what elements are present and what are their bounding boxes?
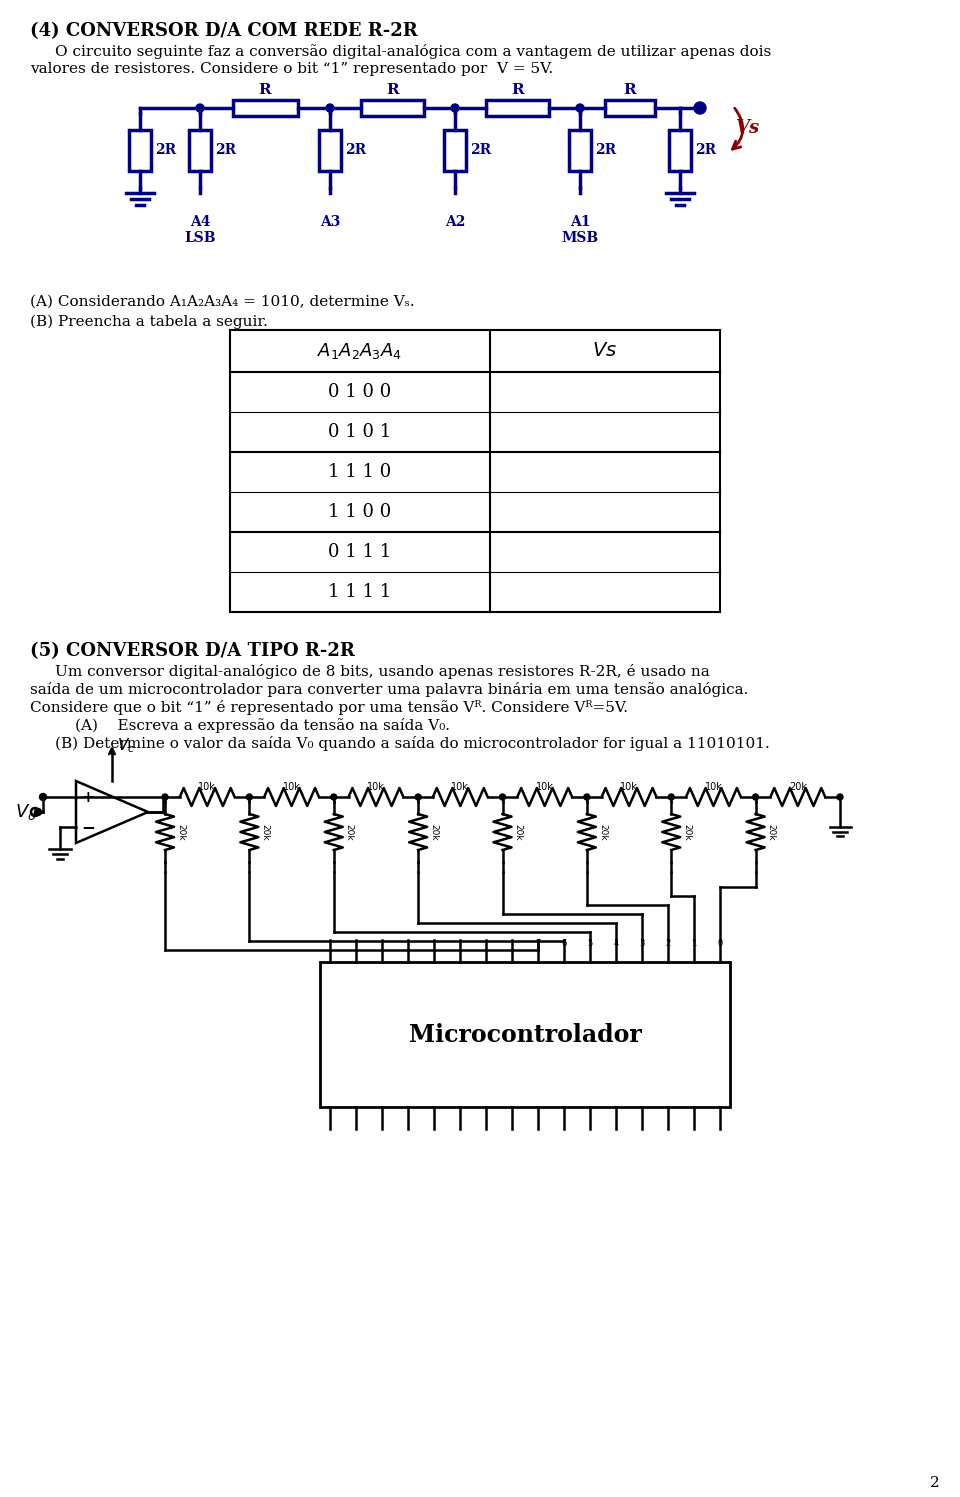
Bar bbox=[487, 100, 549, 115]
Text: 10k: 10k bbox=[451, 781, 469, 792]
Text: 20k: 20k bbox=[176, 823, 185, 840]
Text: LSB: LSB bbox=[184, 231, 216, 246]
Text: 2R: 2R bbox=[695, 144, 716, 157]
Text: (B) Determine o valor da saída V₀ quando a saída do microcontrolador for igual a: (B) Determine o valor da saída V₀ quando… bbox=[55, 737, 770, 751]
Text: 10k: 10k bbox=[282, 781, 300, 792]
Text: (4) CONVERSOR D/A COM REDE R-2R: (4) CONVERSOR D/A COM REDE R-2R bbox=[30, 22, 418, 40]
Bar bbox=[444, 130, 466, 171]
Bar bbox=[361, 100, 423, 115]
Text: 2: 2 bbox=[665, 939, 671, 948]
Text: $\it{Vs}$: $\it{Vs}$ bbox=[592, 341, 617, 359]
Text: A1: A1 bbox=[569, 216, 590, 229]
Text: MSB: MSB bbox=[562, 231, 599, 246]
Circle shape bbox=[499, 793, 506, 799]
Text: 10k: 10k bbox=[705, 781, 722, 792]
Text: $A_1A_2A_3A_4$: $A_1A_2A_3A_4$ bbox=[318, 341, 402, 361]
Text: 0 1 1 1: 0 1 1 1 bbox=[328, 543, 392, 561]
Text: A2: A2 bbox=[444, 216, 466, 229]
Text: 0: 0 bbox=[717, 939, 723, 948]
Text: Vs: Vs bbox=[735, 118, 759, 138]
Circle shape bbox=[576, 103, 584, 112]
Text: −: − bbox=[81, 817, 95, 835]
Bar bbox=[669, 130, 691, 171]
Text: A4: A4 bbox=[190, 216, 210, 229]
Text: 1: 1 bbox=[691, 939, 697, 948]
Bar bbox=[189, 130, 211, 171]
Text: $V_c$: $V_c$ bbox=[117, 737, 135, 756]
Text: 20k: 20k bbox=[260, 823, 270, 840]
Text: Um conversor digital-analógico de 8 bits, usando apenas resistores R-2R, é usado: Um conversor digital-analógico de 8 bits… bbox=[55, 665, 709, 680]
Text: 7: 7 bbox=[536, 939, 540, 948]
Text: 10k: 10k bbox=[620, 781, 638, 792]
Text: 2R: 2R bbox=[345, 144, 366, 157]
Text: 1 1 0 0: 1 1 0 0 bbox=[328, 503, 392, 521]
Text: 5: 5 bbox=[588, 939, 592, 948]
Text: (A) Considerando A₁A₂A₃A₄ = 1010, determine Vₛ.: (A) Considerando A₁A₂A₃A₄ = 1010, determ… bbox=[30, 295, 415, 308]
Text: 10k: 10k bbox=[199, 781, 216, 792]
Text: 10k: 10k bbox=[367, 781, 385, 792]
Text: 20k: 20k bbox=[345, 823, 353, 840]
Text: +: + bbox=[82, 789, 94, 804]
Circle shape bbox=[753, 793, 758, 799]
Text: 2R: 2R bbox=[155, 144, 176, 157]
Circle shape bbox=[331, 793, 337, 799]
Text: 2R: 2R bbox=[470, 144, 492, 157]
Bar bbox=[319, 130, 341, 171]
Text: 10k: 10k bbox=[536, 781, 554, 792]
Text: 1 1 1 0: 1 1 1 0 bbox=[328, 463, 392, 481]
Text: 20k: 20k bbox=[598, 823, 607, 840]
Text: 0 1 0 1: 0 1 0 1 bbox=[328, 424, 392, 442]
Text: 2: 2 bbox=[930, 1476, 940, 1490]
Text: 20k: 20k bbox=[429, 823, 438, 840]
Circle shape bbox=[162, 793, 168, 799]
FancyArrowPatch shape bbox=[732, 108, 743, 150]
Circle shape bbox=[326, 103, 334, 112]
Circle shape bbox=[694, 102, 706, 114]
Text: (A)    Escreva a expressão da tensão na saída V₀.: (A) Escreva a expressão da tensão na saí… bbox=[75, 719, 450, 734]
Circle shape bbox=[584, 793, 589, 799]
Bar bbox=[129, 130, 151, 171]
Text: 2R: 2R bbox=[595, 144, 616, 157]
Text: 20k: 20k bbox=[789, 781, 806, 792]
Circle shape bbox=[35, 808, 41, 816]
Text: valores de resistores. Considere o bit “1” representado por  V = 5V.: valores de resistores. Considere o bit “… bbox=[30, 61, 553, 76]
Text: Considere que o bit “1” é representado por uma tensão Vᴿ. Considere Vᴿ=5V.: Considere que o bit “1” é representado p… bbox=[30, 701, 628, 716]
Text: 3: 3 bbox=[639, 939, 645, 948]
Bar bbox=[605, 100, 655, 115]
Bar bbox=[569, 130, 591, 171]
Text: 1 1 1 1: 1 1 1 1 bbox=[328, 582, 392, 600]
Text: O circuito seguinte faz a conversão digital-analógica com a vantagem de utilizar: O circuito seguinte faz a conversão digi… bbox=[55, 43, 771, 58]
Circle shape bbox=[668, 793, 674, 799]
Circle shape bbox=[415, 793, 421, 799]
Text: R: R bbox=[386, 82, 398, 97]
Text: 20k: 20k bbox=[767, 823, 776, 840]
Circle shape bbox=[196, 103, 204, 112]
Text: Microcontrolador: Microcontrolador bbox=[409, 1022, 641, 1046]
Text: (B) Preencha a tabela a seguir.: (B) Preencha a tabela a seguir. bbox=[30, 314, 268, 329]
Text: A3: A3 bbox=[320, 216, 340, 229]
Text: 4: 4 bbox=[613, 939, 618, 948]
Text: (5) CONVERSOR D/A TIPO R-2R: (5) CONVERSOR D/A TIPO R-2R bbox=[30, 642, 355, 660]
Text: R: R bbox=[258, 82, 272, 97]
Text: 6: 6 bbox=[562, 939, 566, 948]
Text: 2R: 2R bbox=[215, 144, 236, 157]
Text: saída de um microcontrolador para converter uma palavra binária em uma tensão an: saída de um microcontrolador para conver… bbox=[30, 683, 749, 698]
Bar bbox=[320, 963, 730, 1106]
Circle shape bbox=[39, 793, 46, 801]
Text: 20k: 20k bbox=[683, 823, 691, 840]
Text: R: R bbox=[624, 82, 636, 97]
Circle shape bbox=[837, 793, 843, 799]
Text: $V_o$: $V_o$ bbox=[14, 802, 36, 822]
Circle shape bbox=[247, 793, 252, 799]
Text: 0 1 0 0: 0 1 0 0 bbox=[328, 383, 392, 401]
Text: 20k: 20k bbox=[514, 823, 522, 840]
Circle shape bbox=[451, 103, 459, 112]
Text: R: R bbox=[511, 82, 524, 97]
Bar bbox=[232, 100, 298, 115]
